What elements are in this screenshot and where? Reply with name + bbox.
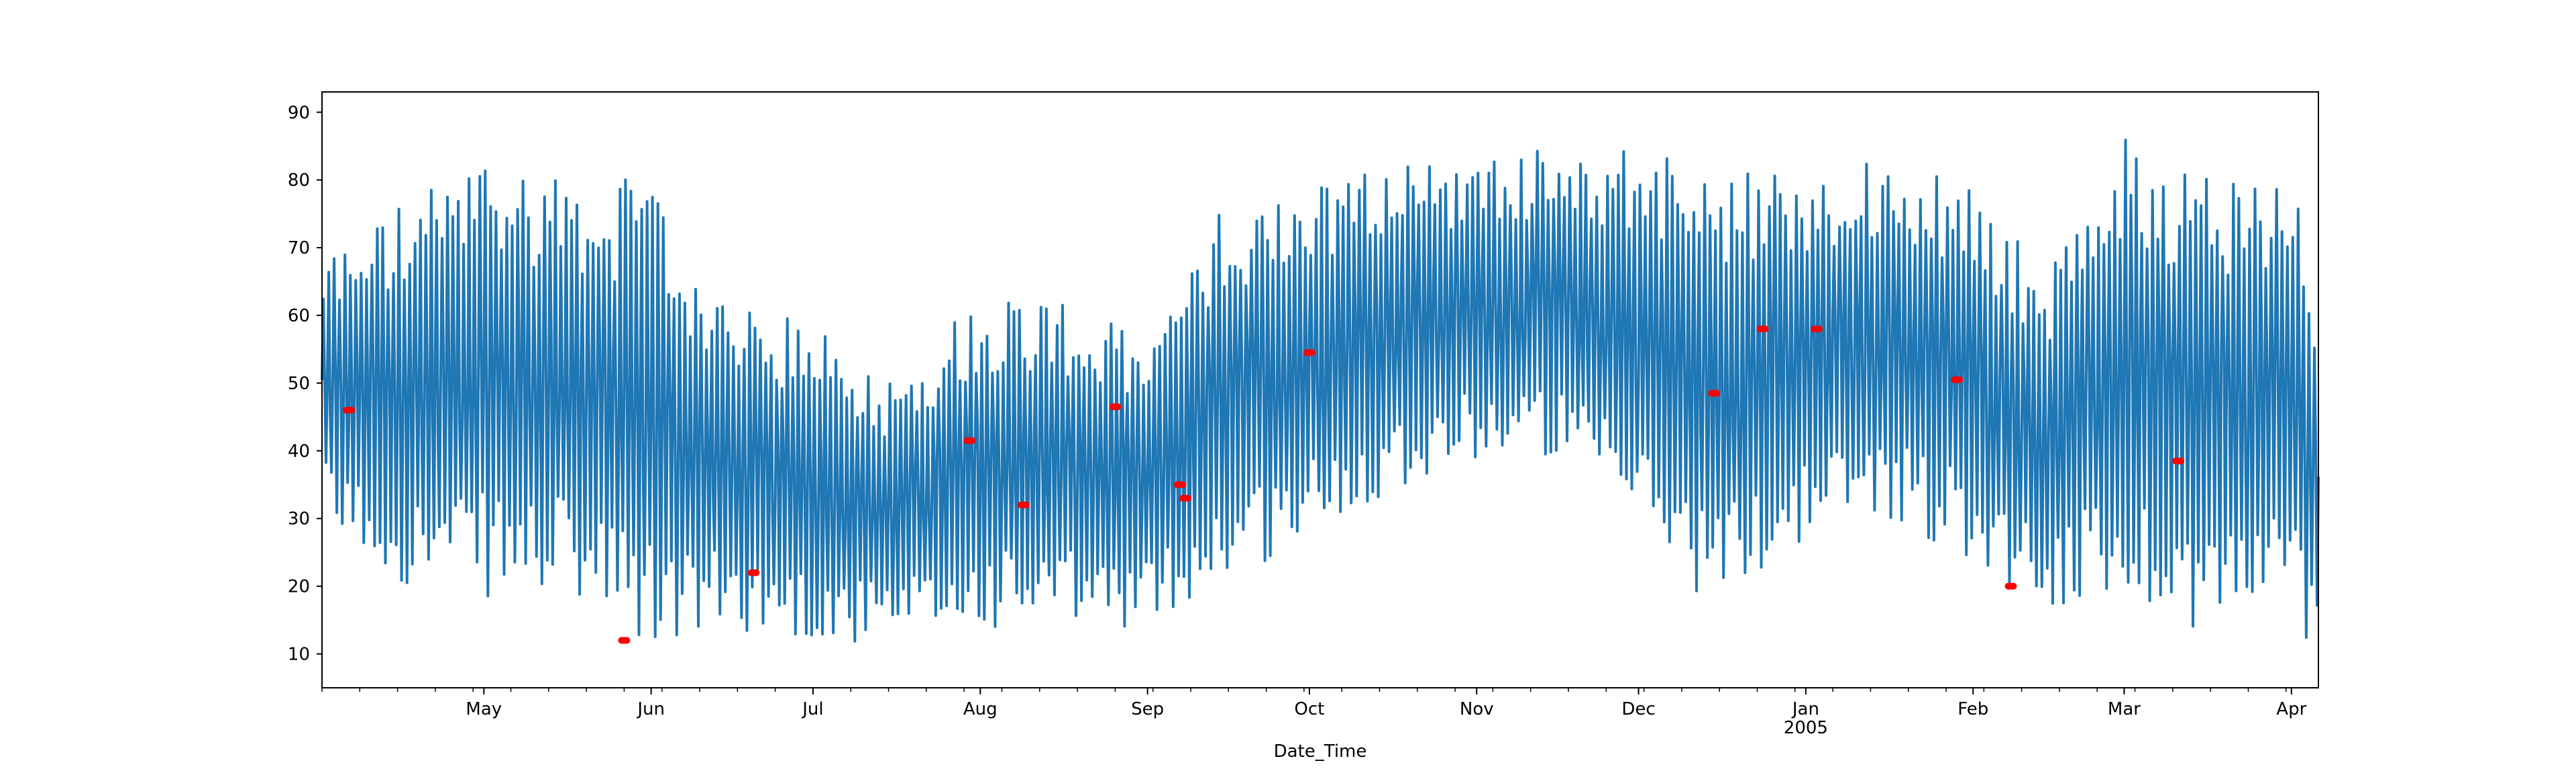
marker-point [2171,458,2184,464]
marker-point [1708,390,1721,397]
x-tick-label: Jan [1791,699,1819,719]
x-tick-label: Nov [1460,699,1494,719]
marker-point [1951,376,1964,383]
y-tick-label: 30 [288,509,310,529]
marker-point [1811,325,1823,333]
marker-point [1109,403,1122,411]
y-tick-label: 60 [288,306,310,326]
marker-point [1756,325,1769,333]
marker-point [618,637,631,644]
x-tick-label: Oct [1294,699,1324,719]
x-tick-label: Jun [636,699,665,719]
x-tick-label: May [466,699,502,719]
axes: 10 20 30 40 50 60 70 80 90 May Jun Jul Aug Sep Oct Nov D… [288,91,2319,738]
x-tick-label: Mar [2108,699,2141,719]
x-tick-label: Aug [963,699,998,719]
y-tick-label: 50 [288,374,310,394]
x-tick-label: Jul [801,699,823,719]
x-tick-label: Apr [2276,699,2306,719]
x-tick-year-label: 2005 [1784,718,1828,738]
y-tick-label: 40 [288,442,310,462]
plot-area [321,138,2320,644]
y-tick-label: 10 [288,645,310,665]
x-tick-label: Feb [1957,699,1988,719]
marker-point [963,437,976,444]
plot-frame [321,91,2319,688]
marker-point [1303,349,1316,356]
x-tick-label: Dec [1621,699,1655,719]
marker-point [747,569,760,576]
x-axis-label: Date_Time [1274,741,1367,762]
marker-point [1017,501,1030,509]
y-tick-label: 70 [288,238,310,258]
marker-point [343,407,356,414]
y-tick-label: 80 [288,170,310,191]
y-tick-label: 90 [288,103,310,123]
marker-point [1173,481,1186,488]
series-line [321,138,2320,643]
marker-point [2004,582,2017,590]
x-tick-label: Sep [1131,699,1164,719]
marker-point [1179,495,1191,502]
y-tick-label: 20 [288,577,310,597]
